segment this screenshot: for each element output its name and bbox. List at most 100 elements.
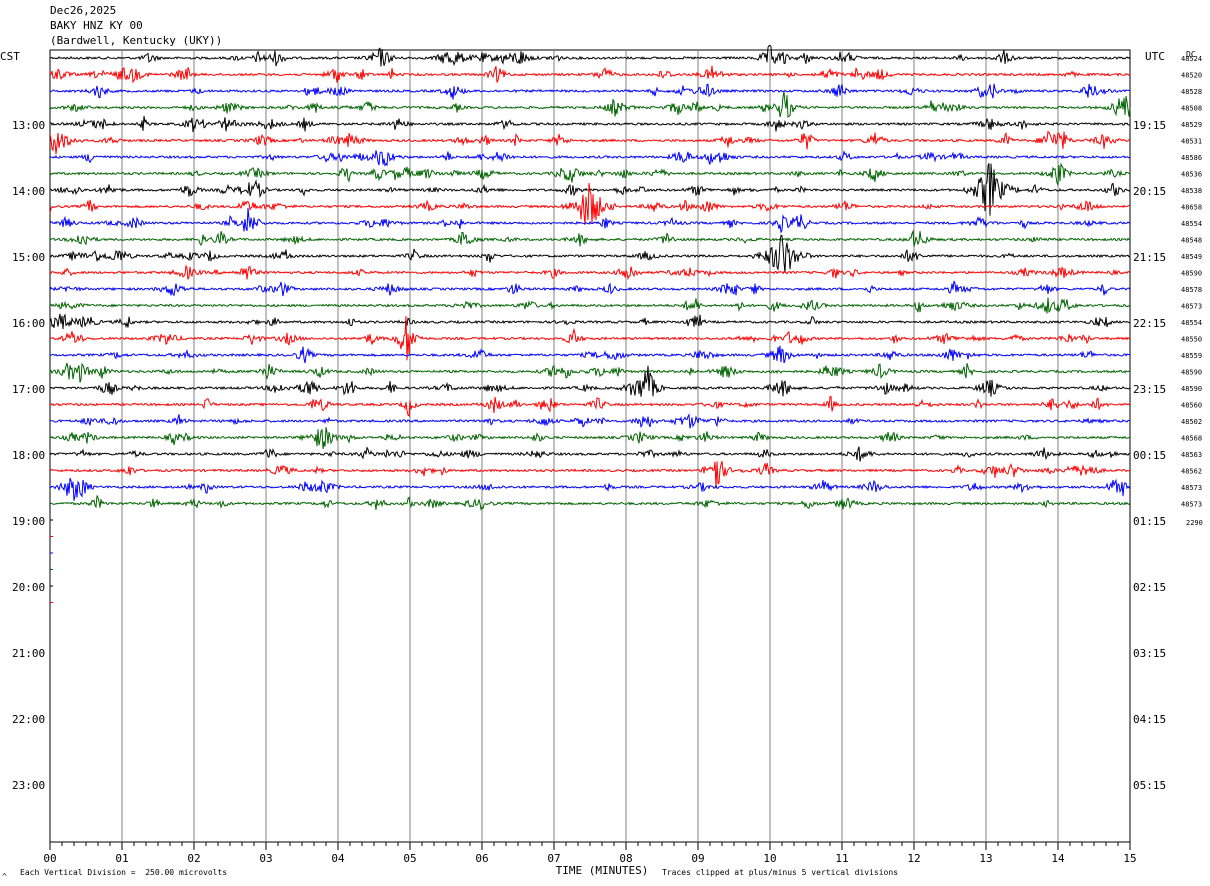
x-tick-label: 04 [331,852,345,865]
trace-line [49,229,1131,247]
trace-line [49,365,1131,397]
dc-offset-label: 48548 [1181,237,1202,245]
corner-mark: ^ [2,872,7,881]
dc-offset-label: 48538 [1181,187,1202,195]
x-tick-label: 07 [547,852,560,865]
trace-line [49,44,1131,67]
trace-line [49,234,1131,273]
dc-corner-label: DC [1186,50,1196,59]
header-station: BAKY HNZ KY 00 [50,19,143,32]
right-hour-label: 02:15 [1133,581,1166,594]
trace-line [49,91,1131,118]
x-tick-label: 13 [979,852,992,865]
dc-offset-label: 48573 [1181,484,1202,492]
dc-offset-label: 48536 [1181,171,1202,179]
left-hour-label: 22:00 [12,713,45,726]
x-tick-label: 09 [691,852,704,865]
dc-offset-label: 48560 [1181,402,1202,410]
dc-offset-label: 48529 [1181,121,1202,129]
trace-line [50,427,1131,450]
left-hour-label: 17:00 [12,383,45,396]
x-tick-label: 15 [1123,852,1136,865]
header-location: (Bardwell, Kentucky (UKY)) [50,34,223,47]
trace-line [49,83,1131,100]
left-hour-label: 13:00 [12,119,45,132]
trace-line [49,495,1131,511]
left-hour-label: 20:00 [12,581,45,594]
x-tick-label: 03 [259,852,272,865]
dc-offset-label: 48524 [1181,55,1202,63]
dc-offset-label: 48508 [1181,105,1202,113]
dc-offset-label: 48568 [1181,435,1202,443]
right-hour-label: 00:15 [1133,449,1166,462]
x-tick-label: 06 [475,852,488,865]
dc-offset-label: 48554 [1181,319,1202,327]
trace-line [49,182,1131,225]
right-hour-label: 23:15 [1133,383,1166,396]
x-axis-title: TIME (MINUTES) [556,864,649,877]
trace-line [49,65,1131,84]
dc-offset-label: 48573 [1181,303,1202,311]
x-tick-label: 05 [403,852,416,865]
left-hour-label: 15:00 [12,251,45,264]
x-tick-label: 10 [763,852,776,865]
dc-offset-label: 48562 [1181,468,1202,476]
trace-line [49,149,1131,167]
trace-line [49,446,1131,462]
right-hour-label: 01:15 [1133,515,1166,528]
minute-gridlines [49,49,1131,843]
dc-offset-label: 48502 [1181,418,1202,426]
x-tick-label: 01 [115,852,128,865]
dc-offset-label: 48586 [1181,154,1202,162]
header-date: Dec26,2025 [50,4,117,17]
right-hour-label: 05:15 [1133,779,1166,792]
right-timezone-label: UTC [1145,50,1165,63]
x-tick-label: 02 [187,852,200,865]
x-tick-label: 00 [43,852,56,865]
trace-line [49,130,1130,155]
right-hour-label: 04:15 [1133,713,1166,726]
scale-note: Each Vertical Division = 250.00 microvol… [20,868,228,877]
trace-line [49,207,1131,234]
dc-offset-label: 48528 [1181,88,1202,96]
right-hour-label: 19:15 [1133,119,1166,132]
trace-line [49,162,1131,186]
trace-line [49,280,1131,297]
right-hour-label: 22:15 [1133,317,1166,330]
left-hour-label: 19:00 [12,515,45,528]
trace-line [49,477,1131,501]
dc-offset-label: 48578 [1181,286,1202,294]
dc-offset-label: 48520 [1181,72,1202,80]
dc-offset-label: 48531 [1181,138,1202,146]
dc-offset-label: 48590 [1181,385,1202,393]
trace-line [49,316,1131,361]
helicorder-traces [49,44,1131,603]
dc-offset-label: 48563 [1181,451,1202,459]
trace-line [49,396,1131,417]
dc-offset-label: 48550 [1181,336,1202,344]
x-tick-label: 12 [907,852,920,865]
trace-line [49,362,1131,383]
left-hour-label: 16:00 [12,317,45,330]
trace-line [49,297,1131,314]
left-hour-label: 23:00 [12,779,45,792]
trace-line [49,115,1131,132]
dc-offset-label: 48559 [1181,352,1202,360]
left-hour-label: 18:00 [12,449,45,462]
left-timezone-label: CST [0,50,20,63]
dc-offset-label: 48554 [1181,220,1202,228]
dc-offset-label: 48590 [1181,369,1202,377]
clip-note: Traces clipped at plus/minus 5 vertical … [662,868,899,877]
right-hour-label: 21:15 [1133,251,1166,264]
dc-offset-label: 48658 [1181,204,1202,212]
trace-line [49,413,1131,429]
time-axis: 00 01 02 03 04 05 06 07 08 09 10 11 12 13 14 15 TIME (MI… [43,842,1137,877]
plot-frame [49,49,1131,843]
trace-line [49,345,1131,364]
x-tick-label: 14 [1051,852,1065,865]
dc-offset-label: 48573 [1181,501,1202,509]
trace-line [49,313,1131,330]
dc-offset-label: 48549 [1181,253,1202,261]
dc-offset-label: 2290 [1186,519,1203,527]
